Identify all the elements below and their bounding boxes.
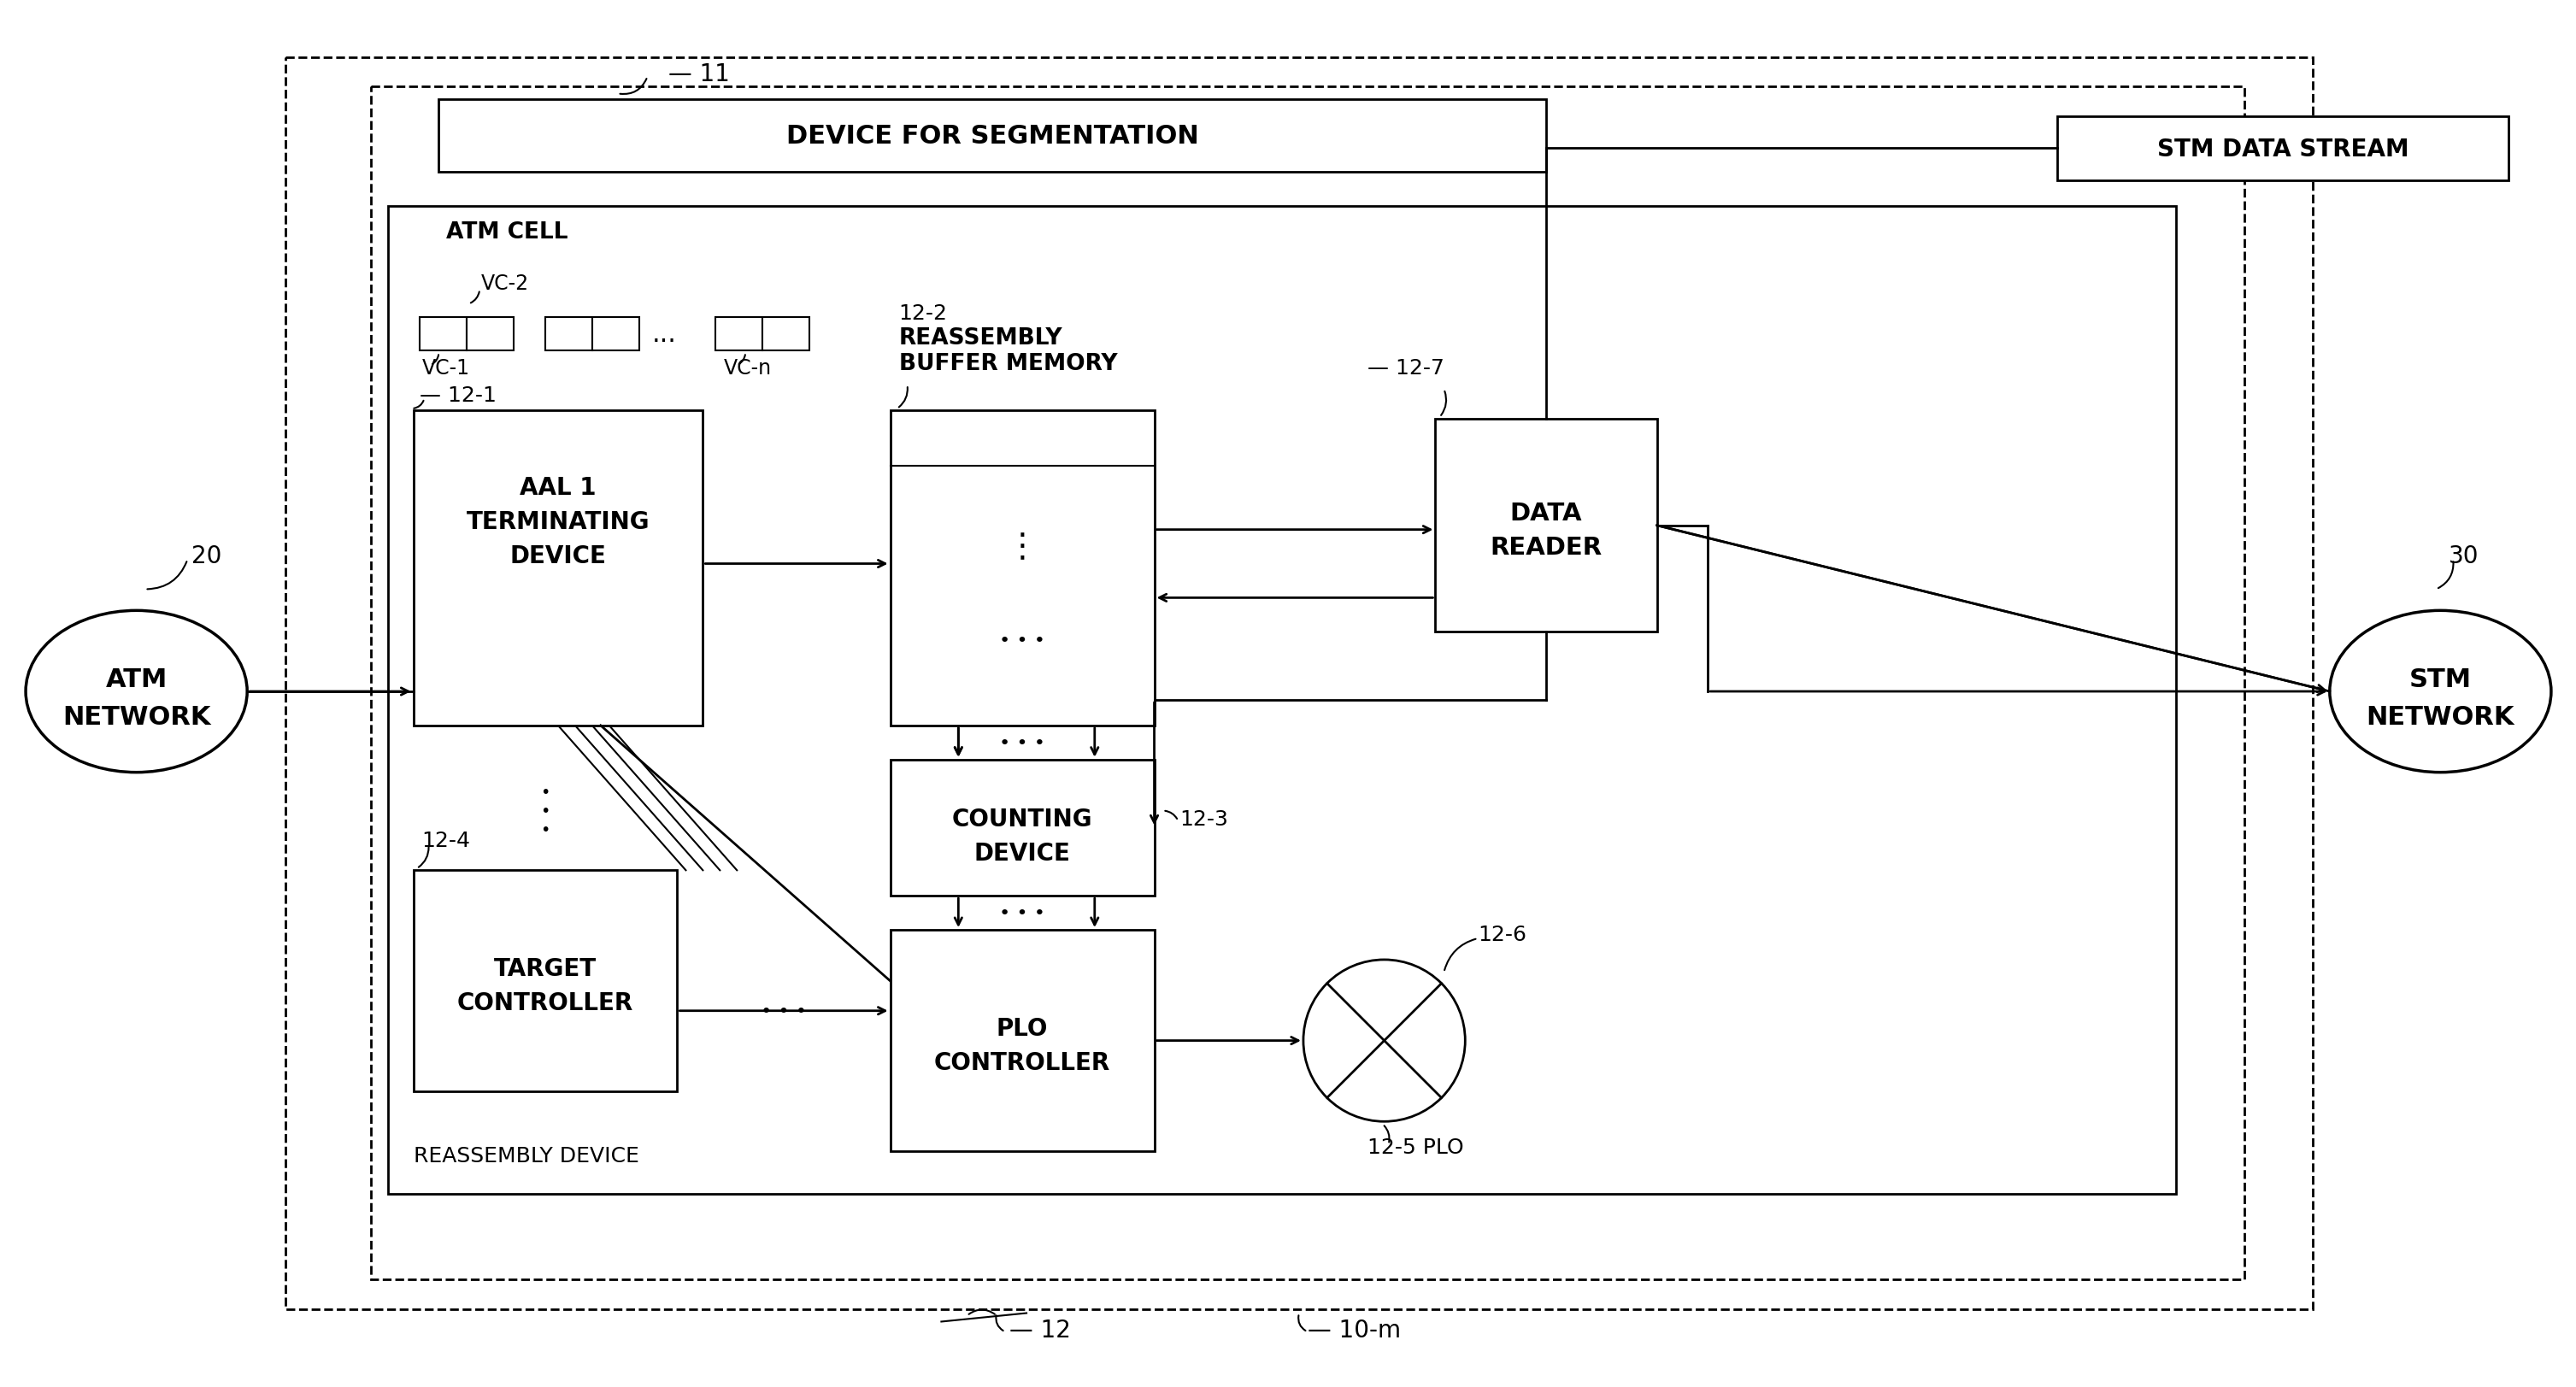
Text: • • •: • • • bbox=[999, 632, 1046, 649]
Bar bbox=[891, 760, 1154, 896]
Text: 12-5 PLO: 12-5 PLO bbox=[1368, 1137, 1463, 1157]
Text: BUFFER MEMORY: BUFFER MEMORY bbox=[899, 354, 1118, 376]
Text: DATA: DATA bbox=[1510, 501, 1582, 526]
Bar bbox=[1435, 419, 1656, 632]
Text: 12-6: 12-6 bbox=[1479, 924, 1528, 945]
Text: • • •: • • • bbox=[999, 734, 1046, 752]
Circle shape bbox=[1303, 960, 1466, 1122]
Ellipse shape bbox=[26, 610, 247, 773]
Text: REASSEMBLY: REASSEMBLY bbox=[899, 327, 1061, 350]
Text: •
•
•: • • • bbox=[541, 784, 551, 838]
Text: • • •: • • • bbox=[999, 904, 1046, 921]
Bar bbox=[438, 100, 1546, 172]
Text: DEVICE: DEVICE bbox=[974, 842, 1072, 865]
Bar bbox=[762, 318, 809, 351]
Text: STM DATA STREAM: STM DATA STREAM bbox=[2156, 137, 2409, 161]
Bar bbox=[716, 318, 762, 351]
Text: AAL 1: AAL 1 bbox=[520, 476, 595, 499]
Text: VC-2: VC-2 bbox=[482, 273, 528, 294]
Text: REASSEMBLY DEVICE: REASSEMBLY DEVICE bbox=[412, 1146, 639, 1166]
Text: 12-4: 12-4 bbox=[422, 831, 471, 852]
Bar bbox=[412, 411, 703, 725]
Text: DEVICE FOR SEGMENTATION: DEVICE FOR SEGMENTATION bbox=[786, 123, 1198, 148]
Text: CONTROLLER: CONTROLLER bbox=[935, 1050, 1110, 1074]
Bar bbox=[420, 318, 466, 351]
Bar bbox=[412, 871, 677, 1092]
Bar bbox=[546, 318, 592, 351]
Bar bbox=[891, 411, 1154, 725]
Text: 12-3: 12-3 bbox=[1180, 809, 1229, 829]
Text: VC-1: VC-1 bbox=[422, 358, 469, 379]
Text: TARGET: TARGET bbox=[495, 957, 598, 981]
Text: ⋮: ⋮ bbox=[1005, 531, 1038, 563]
Text: 12-2: 12-2 bbox=[899, 302, 948, 323]
Text: — 10-m: — 10-m bbox=[1309, 1318, 1401, 1343]
Text: — 12-1: — 12-1 bbox=[420, 386, 497, 406]
Ellipse shape bbox=[2329, 610, 2550, 773]
Text: COUNTING: COUNTING bbox=[953, 807, 1092, 831]
Bar bbox=[891, 931, 1154, 1151]
Text: — 12-7: — 12-7 bbox=[1368, 358, 1445, 379]
Text: — 12: — 12 bbox=[1010, 1318, 1072, 1343]
Bar bbox=[2058, 118, 2509, 182]
Bar bbox=[466, 318, 513, 351]
Text: TERMINATING: TERMINATING bbox=[466, 509, 649, 534]
Text: NETWORK: NETWORK bbox=[2367, 705, 2514, 730]
Text: DEVICE: DEVICE bbox=[510, 544, 605, 567]
Text: STM: STM bbox=[2409, 667, 2473, 691]
Text: NETWORK: NETWORK bbox=[62, 705, 211, 730]
Text: — 11: — 11 bbox=[670, 62, 729, 86]
Bar bbox=[592, 318, 639, 351]
Text: ATM: ATM bbox=[106, 667, 167, 691]
Text: PLO: PLO bbox=[997, 1017, 1048, 1040]
Text: READER: READER bbox=[1489, 535, 1602, 559]
Bar bbox=[389, 207, 2177, 1194]
Text: 30: 30 bbox=[2450, 544, 2478, 567]
Text: ATM CELL: ATM CELL bbox=[446, 221, 567, 243]
Text: VC-n: VC-n bbox=[724, 358, 773, 379]
Text: 20: 20 bbox=[191, 544, 222, 567]
Text: ...: ... bbox=[652, 322, 677, 347]
Bar bbox=[286, 58, 2313, 1309]
Bar bbox=[371, 87, 2244, 1279]
Text: • • •: • • • bbox=[760, 1003, 806, 1019]
Text: CONTROLLER: CONTROLLER bbox=[456, 990, 634, 1014]
